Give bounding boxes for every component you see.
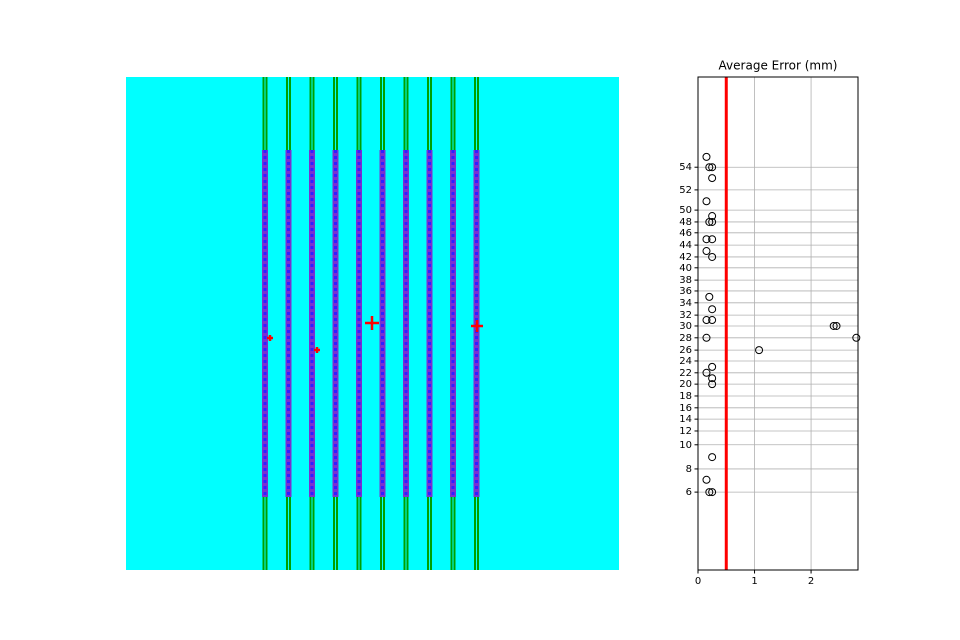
y-tick-label: 16	[679, 403, 692, 414]
y-tick-label: 24	[679, 356, 692, 367]
x-tick-label: 1	[751, 576, 757, 587]
x-tick-label: 2	[808, 576, 814, 587]
y-tick-label: 52	[679, 185, 692, 196]
point	[708, 174, 717, 183]
y-tick-label: 26	[679, 345, 692, 356]
y-tick-label: 22	[679, 368, 692, 379]
detector-strip	[450, 150, 456, 497]
point	[755, 346, 764, 355]
chart-title: Average Error (mm)	[719, 59, 838, 73]
image-panel	[126, 77, 619, 570]
detector-strip	[379, 150, 386, 497]
y-tick-label: 54	[679, 162, 692, 173]
y-tick-label: 48	[679, 217, 692, 228]
y-tick-label: 40	[679, 263, 692, 274]
point	[708, 453, 717, 462]
detector-strip	[309, 150, 315, 497]
y-tick-label: 10	[679, 440, 692, 451]
detector-strip	[332, 150, 339, 497]
point	[708, 380, 717, 389]
y-tick-label: 46	[679, 228, 692, 239]
y-tick-label: 44	[679, 240, 692, 251]
point	[708, 362, 717, 371]
y-tick-label: 36	[679, 286, 692, 297]
y-tick-label: 20	[679, 379, 692, 390]
y-tick-label: 14	[679, 414, 692, 425]
detector-strip	[426, 150, 433, 497]
y-tick-label: 32	[679, 310, 692, 321]
y-tick-label: 12	[679, 426, 692, 437]
point	[705, 488, 714, 497]
point	[708, 488, 717, 497]
y-tick-label: 8	[686, 464, 692, 475]
y-tick-label: 28	[679, 333, 692, 344]
y-tick-label: 18	[679, 391, 692, 402]
point	[829, 321, 838, 330]
point	[702, 368, 711, 377]
point	[702, 333, 711, 342]
point	[702, 152, 711, 161]
plot-frame	[697, 76, 859, 571]
point	[708, 305, 717, 314]
point	[702, 475, 711, 484]
point	[708, 235, 717, 244]
y-tick-label: 38	[679, 275, 692, 286]
detector-strip	[285, 150, 292, 497]
y-tick-label: 34	[679, 298, 692, 309]
x-tick-label: 0	[695, 576, 701, 587]
point	[708, 217, 717, 226]
point	[702, 247, 711, 256]
point	[705, 163, 714, 172]
detector-strip	[403, 150, 409, 497]
y-tick-label: 42	[679, 252, 692, 263]
point	[708, 374, 717, 383]
point	[705, 217, 714, 226]
y-tick-label: 6	[686, 487, 692, 498]
detector-strip	[356, 150, 362, 497]
point	[702, 235, 711, 244]
point	[708, 316, 717, 325]
point	[832, 321, 841, 330]
point	[708, 163, 717, 172]
detector-strip	[262, 150, 268, 497]
point	[702, 316, 711, 325]
point	[708, 252, 717, 261]
y-tick-label: 30	[679, 321, 692, 332]
y-tick-label: 50	[679, 205, 692, 216]
point	[705, 292, 714, 301]
point	[702, 197, 711, 206]
point	[852, 333, 861, 342]
